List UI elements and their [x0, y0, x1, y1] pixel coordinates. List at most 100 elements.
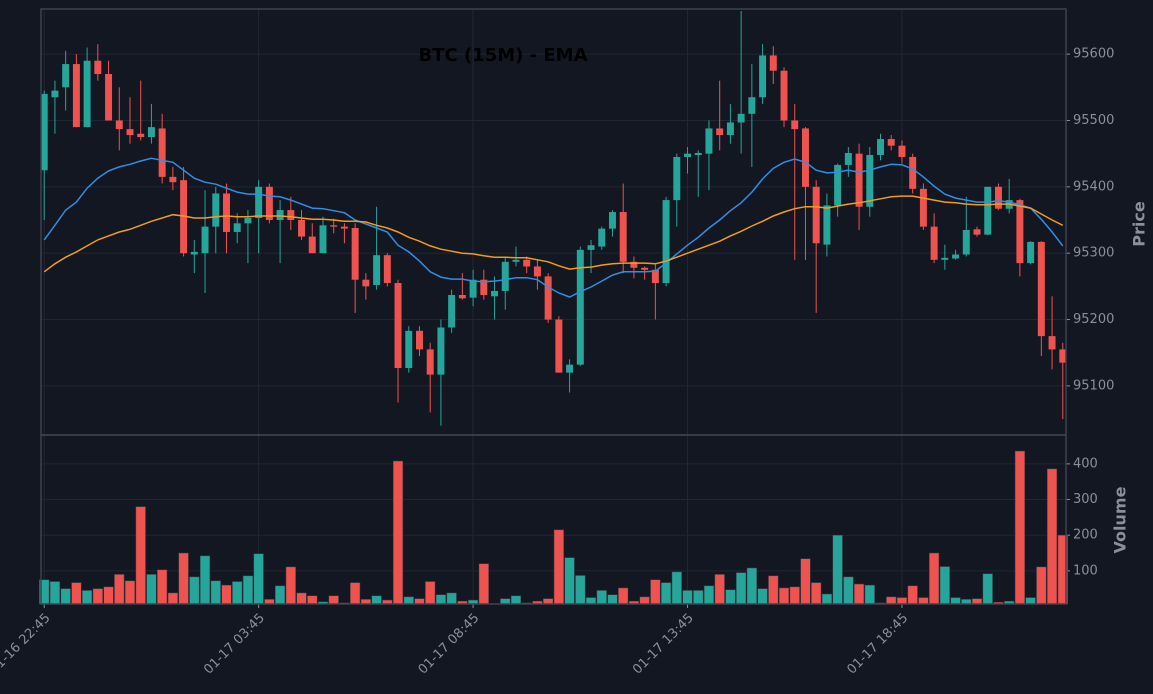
volume-bar	[682, 590, 693, 605]
marks	[39, 10, 1068, 605]
candle-body	[147, 127, 155, 138]
candle-body	[448, 294, 456, 328]
candle-body	[984, 186, 992, 235]
candle-body	[919, 188, 927, 227]
volume-bar	[157, 569, 168, 605]
candle-body	[469, 279, 477, 298]
candle-body	[458, 294, 466, 299]
candle-body	[877, 139, 884, 155]
candle-body	[555, 319, 563, 373]
candle-body	[491, 291, 499, 297]
volume-bar	[639, 596, 650, 605]
volume-tick-label: 400	[1073, 456, 1098, 471]
volume-bar	[811, 582, 822, 605]
volume-bar	[553, 529, 564, 605]
volume-bar	[1046, 468, 1058, 605]
volume-bar	[789, 586, 800, 605]
volume-bar	[189, 576, 200, 605]
candle-body	[855, 153, 863, 207]
volume-bar	[564, 557, 575, 605]
candle-body	[726, 122, 734, 136]
candle-body	[351, 227, 359, 280]
volume-bar	[971, 598, 983, 605]
candle-body	[1037, 241, 1045, 337]
candle-body	[233, 223, 241, 232]
volume-bar	[510, 595, 522, 605]
candle-body	[834, 164, 842, 206]
candle-body	[115, 120, 123, 130]
volume-bar	[714, 574, 725, 605]
volume-bar	[242, 575, 254, 605]
candle-body	[619, 212, 627, 262]
candle-body	[169, 176, 177, 183]
volume-bar	[103, 586, 114, 605]
chart-title: BTC (15M) - EMA	[418, 45, 587, 66]
volume-bar	[543, 598, 554, 605]
volume-bar	[596, 590, 607, 605]
candle-body	[137, 133, 145, 138]
volume-bar	[371, 595, 382, 605]
candle-body	[994, 186, 1002, 209]
volume-bar	[114, 574, 125, 605]
ema-line	[43, 195, 1064, 273]
candle-body	[662, 200, 670, 284]
candle-body	[898, 145, 906, 157]
volume-panel	[40, 434, 1067, 605]
candle-body	[405, 330, 413, 368]
candle-body	[415, 330, 423, 350]
candle-body	[501, 261, 509, 292]
candle-body	[641, 267, 649, 270]
candle-body	[630, 261, 638, 268]
volume-bar	[124, 580, 136, 605]
volume-bar	[82, 590, 93, 605]
candle-body	[1059, 349, 1067, 363]
candle-body	[598, 228, 606, 247]
candle-body	[340, 226, 348, 229]
candle-body	[244, 218, 252, 224]
y-tick-label: 95400	[1073, 179, 1114, 194]
volume-bar	[92, 588, 103, 605]
volume-bar	[1036, 566, 1047, 605]
candle-body	[1027, 241, 1035, 264]
volume-bar	[693, 590, 704, 605]
volume-axis-label: Volume	[1111, 486, 1130, 553]
candle-body	[201, 226, 209, 254]
candle-body	[330, 225, 338, 227]
volume-bar	[199, 555, 211, 605]
volume-bar	[929, 552, 940, 605]
candle-body	[72, 64, 80, 128]
candle-body	[769, 55, 777, 71]
candle-body	[362, 279, 370, 287]
candle-body	[255, 186, 263, 219]
volume-bar	[650, 579, 661, 605]
volume-bar	[768, 575, 779, 605]
volume-bar	[853, 583, 865, 605]
candle-body	[394, 283, 402, 368]
volume-bar	[575, 575, 586, 605]
volume-bar	[950, 597, 961, 605]
y-tick-label: 95300	[1073, 246, 1114, 261]
y-tick-label: 95100	[1073, 378, 1114, 393]
volume-tick-label: 300	[1073, 492, 1098, 507]
volume-bar	[403, 596, 414, 605]
candle-body	[812, 186, 820, 244]
candle-body	[276, 210, 284, 221]
candle-body	[748, 97, 756, 114]
candle-body	[566, 364, 574, 373]
volume-bar	[146, 574, 157, 605]
volume-bar	[435, 594, 446, 605]
candle-body	[298, 220, 306, 237]
volume-bar	[703, 585, 715, 605]
y-tick-label: 95600	[1073, 47, 1114, 62]
volume-bar	[167, 592, 178, 605]
candle-body	[780, 70, 788, 121]
volume-tick-label: 100	[1073, 563, 1098, 578]
volume-bar	[285, 566, 296, 605]
volume-bar	[725, 589, 736, 605]
candle-body	[952, 254, 960, 259]
candle-body	[480, 279, 488, 295]
candle-body	[1016, 200, 1024, 264]
candle-body	[608, 212, 616, 229]
candle-body	[759, 55, 767, 98]
